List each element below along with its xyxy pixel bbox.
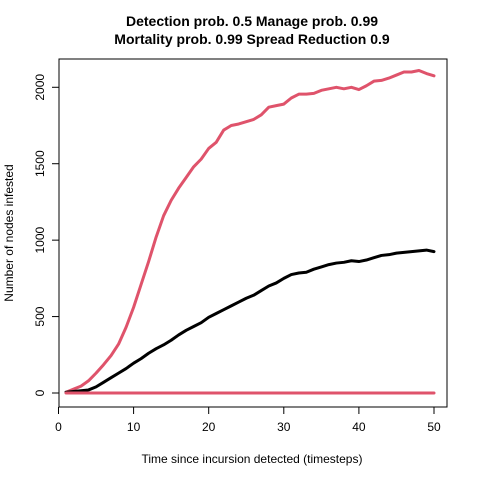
plot-area-frame	[58, 58, 448, 408]
y-tick-label: 2000	[33, 74, 47, 101]
x-tick-label: 0	[55, 420, 62, 434]
chart-title-line1: Detection prob. 0.5 Manage prob. 0.99	[126, 13, 378, 29]
x-tick-label: 10	[127, 420, 141, 434]
series-layer	[64, 68, 436, 395]
chart-title-line2: Mortality prob. 0.99 Spread Reduction 0.…	[114, 31, 390, 47]
series-line-2	[64, 248, 436, 394]
x-axis-label: Time since incursion detected (timesteps…	[142, 452, 363, 466]
x-tick-label: 30	[277, 420, 291, 434]
y-tick-label: 1500	[33, 150, 47, 177]
x-tick-label: 50	[427, 420, 441, 434]
y-axis-label: Number of nodes infested	[2, 164, 16, 301]
y-tick-label: 0	[33, 389, 47, 396]
x-tick-label: 20	[202, 420, 216, 434]
series-line-1	[64, 68, 436, 394]
y-axis: 0 500 1000 1500 2000	[33, 74, 60, 396]
y-tick-label: 500	[33, 306, 47, 326]
y-tick-label: 1000	[33, 226, 47, 253]
x-tick-label: 40	[352, 420, 366, 434]
x-axis: 0 10 20 30 40 50	[55, 406, 441, 434]
